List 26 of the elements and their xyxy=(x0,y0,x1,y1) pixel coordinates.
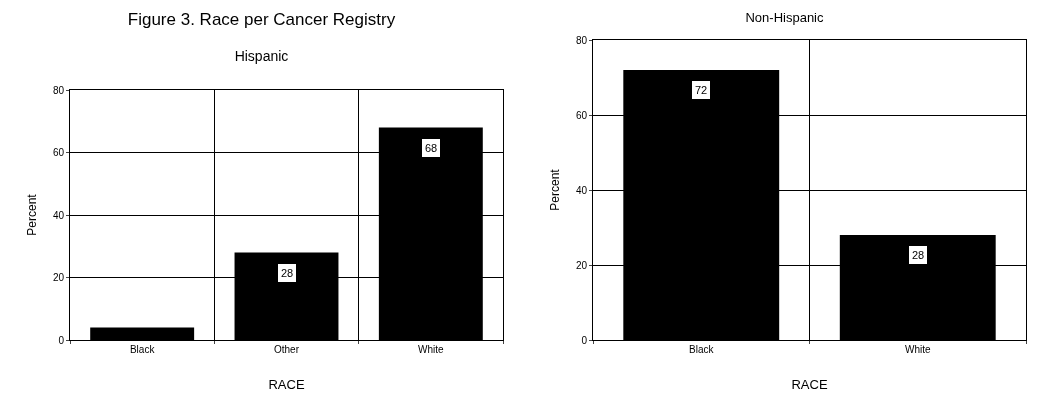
x-tick-label: White xyxy=(418,344,445,355)
chart-title: Non-Hispanic xyxy=(745,9,825,25)
y-tick-label: 80 xyxy=(52,84,65,96)
chart-subtitle: Hispanic xyxy=(234,47,289,64)
y-tick-label: 0 xyxy=(58,334,65,346)
x-tick-label: Black xyxy=(129,344,156,355)
y-tick-label: 80 xyxy=(575,34,588,46)
y-tick-label: 20 xyxy=(52,272,65,283)
x-tick-label: Other xyxy=(273,344,300,355)
y-tick-label: 0 xyxy=(581,334,588,346)
y-tick-label: 40 xyxy=(575,184,588,196)
chart-title: Figure 3. Race per Cancer Registry xyxy=(127,9,396,29)
data-label: 72 xyxy=(695,84,708,96)
y-tick-label: 40 xyxy=(52,209,65,221)
data-label: 28 xyxy=(281,267,294,279)
x-tick-label: White xyxy=(904,344,931,355)
data-label: 28 xyxy=(912,249,925,261)
y-tick-label: 20 xyxy=(575,259,588,271)
y-tick-label: 60 xyxy=(575,109,588,121)
x-tick-label: Black xyxy=(689,344,715,355)
x-axis-title: RACE xyxy=(268,376,305,392)
data-label: 68 xyxy=(425,142,438,154)
y-axis-title: Percent xyxy=(25,193,39,236)
y-axis-title: Percent xyxy=(548,168,562,211)
y-tick-label: 60 xyxy=(52,147,65,158)
x-axis-title: RACE xyxy=(791,376,828,392)
